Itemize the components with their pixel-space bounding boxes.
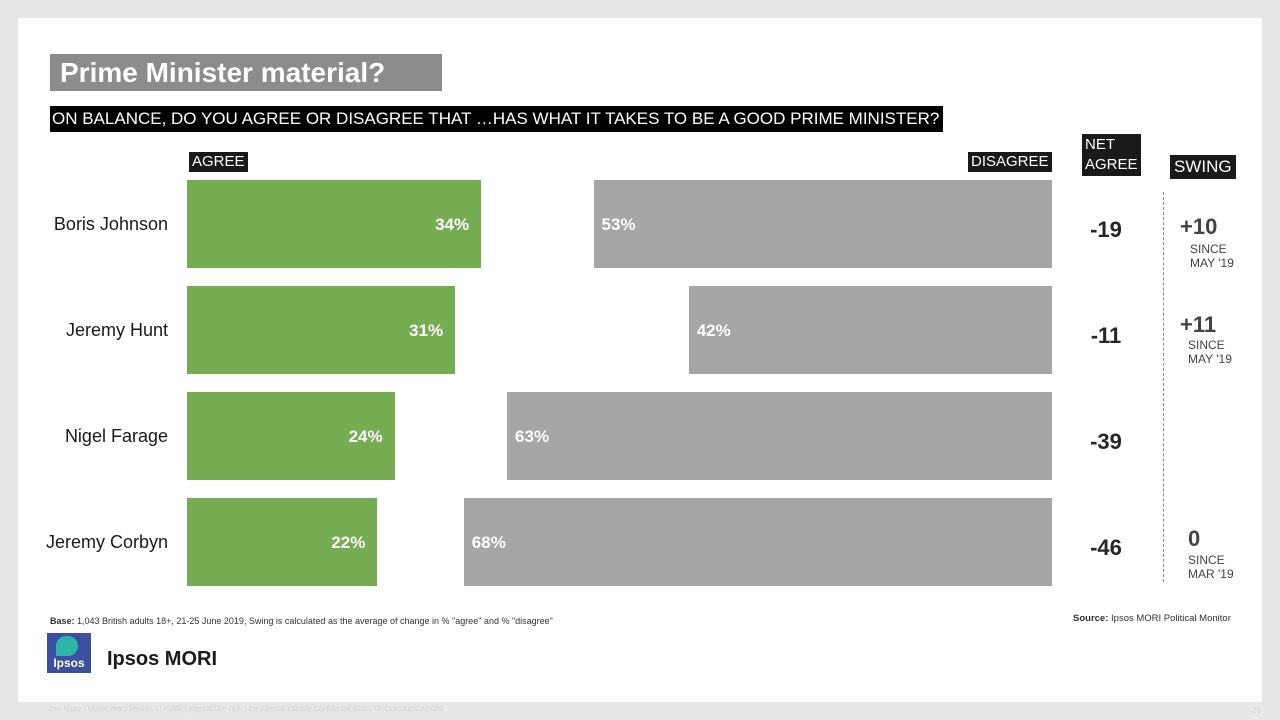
category-label-jeremy-hunt: Jeremy Hunt <box>65 320 168 340</box>
disagree-bar-jeremy-hunt <box>688 286 1052 374</box>
page-number: 25 <box>1252 706 1261 715</box>
net-agree-header: NET AGREE <box>1082 134 1141 176</box>
swing-header: SWING <box>1170 155 1236 179</box>
disagree-value-jeremy-hunt: 42% <box>696 321 731 340</box>
disagree-header: DISAGREE <box>968 152 1052 172</box>
agree-bar-jeremy-corbyn <box>187 498 378 586</box>
agree-bar-boris-johnson <box>187 180 482 268</box>
footer-classification: Doc Name | Month Year | Version 1 | Publ… <box>49 706 444 713</box>
disagree-value-boris-johnson: 53% <box>601 215 636 234</box>
base-note: Base: 1,043 British adults 18+, 21-25 Ju… <box>50 616 553 626</box>
disagree-bar-nigel-farage <box>507 392 1052 480</box>
brand-name: Ipsos MORI <box>107 648 218 670</box>
agree-value-jeremy-corbyn: 22% <box>331 533 366 552</box>
agree-bar-jeremy-hunt <box>187 286 456 374</box>
swing-divider <box>1163 192 1164 582</box>
base-label: Base: <box>50 616 75 626</box>
disagree-bar-jeremy-corbyn <box>463 498 1052 586</box>
swing-value-jeremy-corbyn: 0 <box>1188 526 1201 551</box>
net-agree-value-nigel-farage: -39 <box>1090 429 1122 454</box>
agree-value-boris-johnson: 34% <box>435 215 470 234</box>
net-agree-header-line2: AGREE <box>1085 156 1138 173</box>
agree-header: AGREE <box>189 152 248 172</box>
net-agree-value-boris-johnson: -19 <box>1090 217 1122 242</box>
category-label-jeremy-corbyn: Jeremy Corbyn <box>45 532 168 552</box>
question-text: ON BALANCE, DO YOU AGREE OR DISAGREE THA… <box>50 106 944 132</box>
swing-period-jeremy-hunt: MAY '19 <box>1188 352 1232 366</box>
agree-value-jeremy-hunt: 31% <box>409 321 444 340</box>
page-title: Prime Minister material? <box>50 54 442 91</box>
swing-value-jeremy-hunt: +11 <box>1180 312 1217 337</box>
disagree-bar-boris-johnson <box>593 180 1052 268</box>
net-agree-header-line1: NET <box>1085 136 1115 153</box>
ipsos-logo: Ipsos <box>47 633 91 673</box>
disagree-value-jeremy-corbyn: 68% <box>471 533 506 552</box>
swing-since-jeremy-hunt: SINCE <box>1188 338 1225 352</box>
source-label: Source: <box>1073 613 1109 624</box>
base-text: 1,043 British adults 18+, 21-25 June 201… <box>77 616 553 626</box>
logo-text: Ipsos <box>53 656 85 670</box>
swing-since-boris-johnson: SINCE <box>1190 242 1227 256</box>
source-text: Ipsos MORI Political Monitor <box>1111 613 1231 624</box>
net-agree-value-jeremy-corbyn: -46 <box>1090 535 1122 560</box>
category-label-nigel-farage: Nigel Farage <box>64 426 168 446</box>
swing-value-boris-johnson: +10 <box>1180 214 1218 239</box>
disagree-value-nigel-farage: 63% <box>515 427 550 446</box>
category-label-boris-johnson: Boris Johnson <box>53 214 168 234</box>
swing-period-boris-johnson: MAY '19 <box>1190 256 1234 270</box>
swing-since-jeremy-corbyn: SINCE <box>1188 553 1225 567</box>
net-agree-value-jeremy-hunt: -11 <box>1090 323 1122 348</box>
agree-bar-nigel-farage <box>187 392 395 480</box>
swing-period-jeremy-corbyn: MAR '19 <box>1188 567 1234 581</box>
logo-speech-icon <box>56 636 78 656</box>
agree-value-nigel-farage: 24% <box>348 427 383 446</box>
source-note: Source: Ipsos MORI Political Monitor <box>1073 613 1231 624</box>
